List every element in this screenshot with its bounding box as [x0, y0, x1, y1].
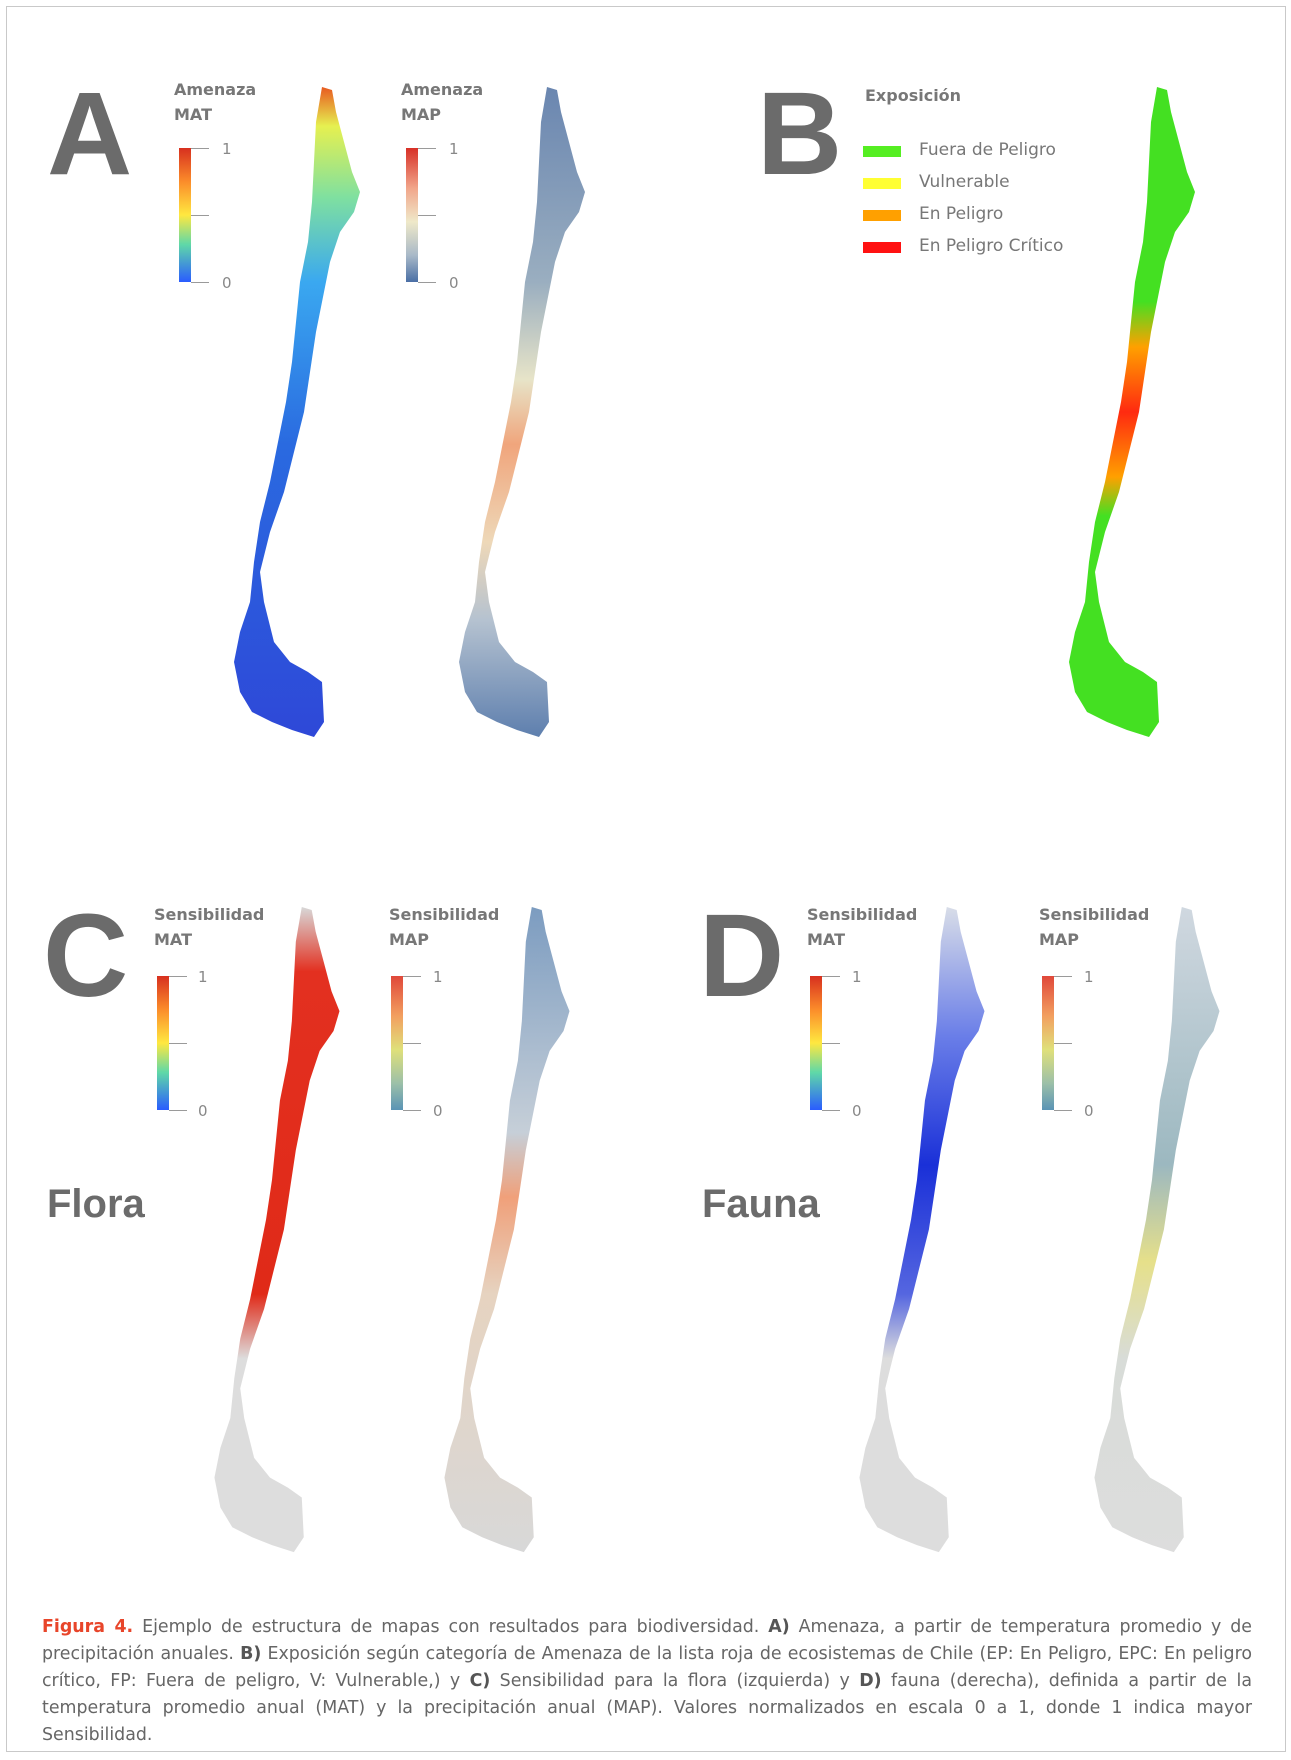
tick: [1054, 1110, 1072, 1111]
tick-label-min: 0: [852, 1102, 862, 1120]
colorbar-sensibilidad-map-flora: [391, 976, 403, 1110]
caption-d-text: fauna (derecha), definida a partir de la…: [42, 1671, 1252, 1745]
caption-a-label: A): [768, 1617, 790, 1637]
caption-b-text: Exposición según categoría de Amenaza de…: [42, 1644, 1252, 1691]
map-chile-sensibilidad-map-flora: [444, 906, 570, 1553]
tick: [1054, 1043, 1072, 1044]
tick: [1054, 976, 1072, 977]
figure-frame: A Amenaza MAT 1 0 Amenaza MAP 1 0 B Expo…: [6, 6, 1286, 1752]
legend-title-sensibilidad-map-flora: Sensibilidad MAP: [389, 905, 500, 949]
tick: [191, 215, 209, 216]
colorbar-sensibilidad-mat-flora: [157, 976, 169, 1110]
tick-label-min: 0: [1084, 1102, 1094, 1120]
tick-label-max: 1: [852, 968, 862, 986]
map-chile-sensibilidad-map-fauna: [1094, 906, 1220, 1553]
tick: [403, 1110, 421, 1111]
legend-title-amenaza-mat: Amenaza MAT: [174, 80, 257, 124]
tick: [418, 148, 436, 149]
tick-label-min: 0: [433, 1102, 443, 1120]
tick: [822, 976, 840, 977]
legend-label: Vulnerable: [919, 172, 1010, 192]
tick-label-max: 1: [222, 140, 232, 158]
colorbar-amenaza-mat: [179, 148, 191, 282]
panel-letter-d: D: [699, 890, 785, 1022]
figure-caption: Figura 4. Ejemplo de estructura de mapas…: [42, 1614, 1252, 1749]
tick: [822, 1043, 840, 1044]
map-chile-amenaza-map: [459, 87, 585, 737]
caption-b-label: B): [240, 1644, 262, 1664]
caption-c-text: Sensibilidad para la flora (izquierda) y: [490, 1671, 860, 1691]
tick-label-max: 1: [433, 968, 443, 986]
legend-swatch: [863, 242, 901, 253]
legend-title-exposicion: Exposición: [865, 86, 962, 105]
caption-figure-label: Figura 4.: [42, 1617, 134, 1637]
caption-a-text: Amenaza, a partir de temperatura promedi…: [42, 1617, 1252, 1664]
tick-label-max: 1: [449, 140, 459, 158]
tick-label-min: 0: [449, 274, 459, 292]
map-chile-sensibilidad-mat-flora: [214, 906, 340, 1553]
panel-letter-c: C: [43, 890, 129, 1022]
tick: [418, 282, 436, 283]
legend-label: En Peligro: [919, 204, 1004, 224]
legend-title-sensibilidad-mat-flora: Sensibilidad MAT: [154, 905, 265, 949]
legend-label: Fuera de Peligro: [919, 140, 1056, 160]
taxon-label-fauna: Fauna: [702, 1182, 820, 1226]
tick: [169, 1043, 187, 1044]
legend-title-sensibilidad-mat-fauna: Sensibilidad MAT: [807, 905, 918, 949]
tick-label-max: 1: [1084, 968, 1094, 986]
map-chile-amenaza-mat: [234, 87, 360, 737]
tick: [191, 148, 209, 149]
colorbar-sensibilidad-map-fauna: [1042, 976, 1054, 1110]
caption-intro: Ejemplo de estructura de mapas con resul…: [133, 1617, 769, 1637]
tick: [403, 976, 421, 977]
tick: [169, 1110, 187, 1111]
legend-swatch: [863, 178, 901, 189]
legend-title-sensibilidad-map-fauna: Sensibilidad MAP: [1039, 905, 1150, 949]
caption-c-label: C): [469, 1671, 491, 1691]
caption-d-label: D): [859, 1671, 882, 1691]
tick-label-min: 0: [222, 274, 232, 292]
legend-title-amenaza-map: Amenaza MAP: [401, 80, 484, 124]
tick: [191, 282, 209, 283]
colorbar-amenaza-map: [406, 148, 418, 282]
taxon-label-flora: Flora: [47, 1182, 145, 1226]
tick: [822, 1110, 840, 1111]
legend-label: En Peligro Crítico: [919, 236, 1064, 256]
legend-swatch: [863, 146, 901, 157]
legend-swatch: [863, 210, 901, 221]
panel-letter-a: A: [47, 68, 133, 200]
tick-label-max: 1: [198, 968, 208, 986]
tick-label-min: 0: [198, 1102, 208, 1120]
panel-letter-b: B: [757, 68, 843, 200]
colorbar-sensibilidad-mat-fauna: [810, 976, 822, 1110]
tick: [403, 1043, 421, 1044]
tick: [169, 976, 187, 977]
map-chile-sensibilidad-mat-fauna: [859, 906, 985, 1553]
map-chile-exposicion: [1069, 87, 1195, 737]
tick: [418, 215, 436, 216]
